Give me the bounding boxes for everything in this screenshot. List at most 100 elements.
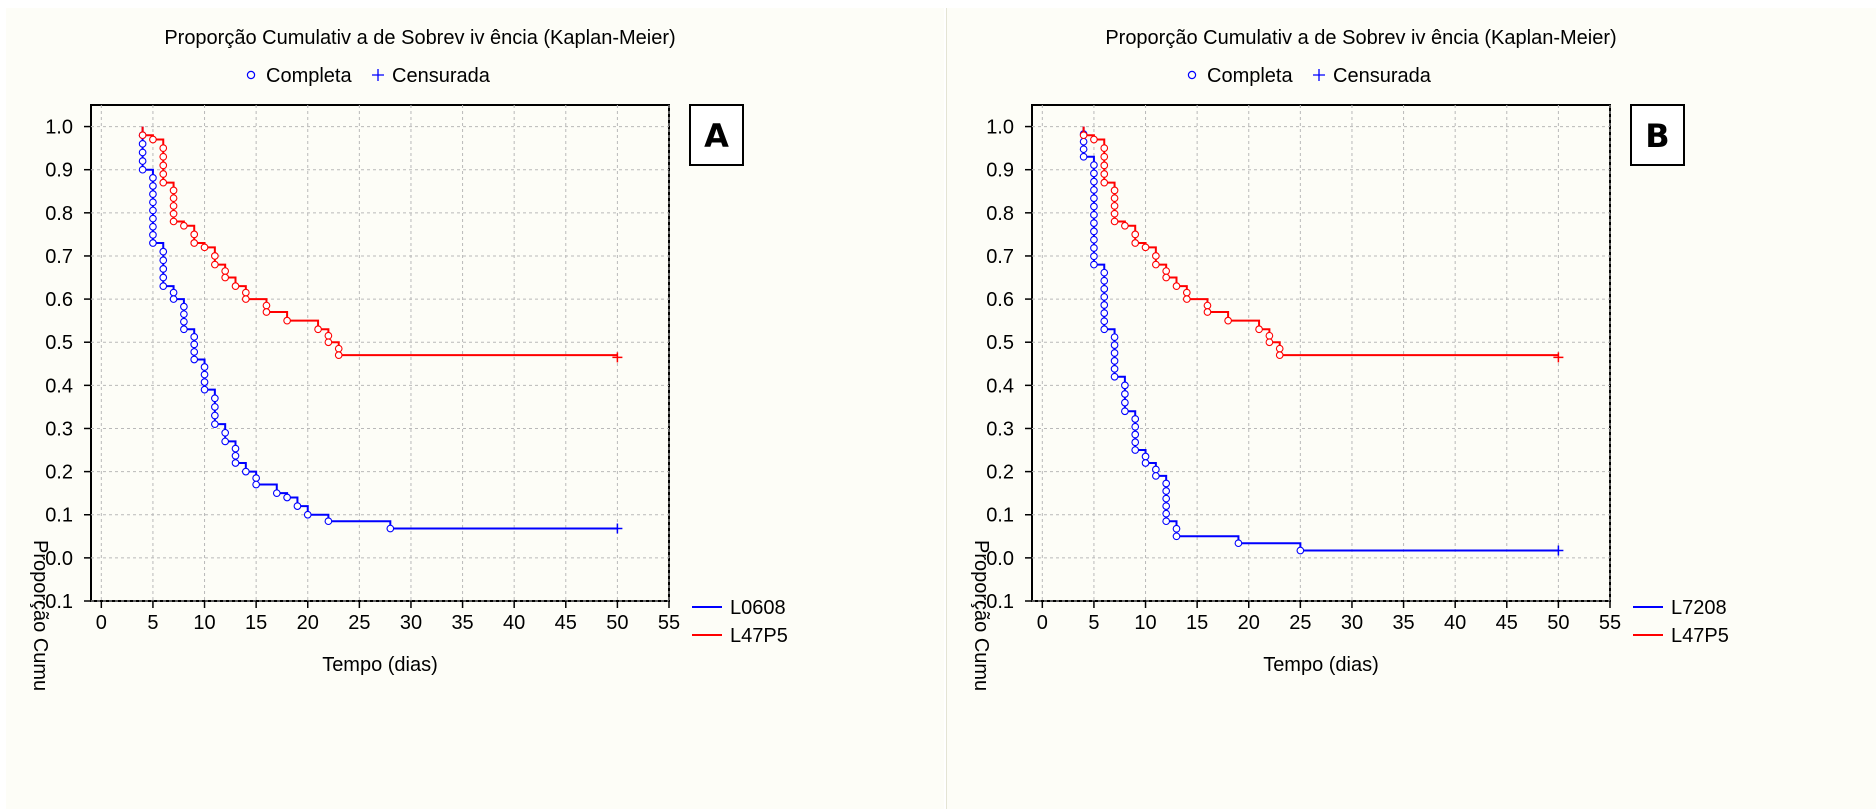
event-marker bbox=[1090, 235, 1098, 244]
event-marker bbox=[1121, 407, 1129, 416]
event-marker bbox=[1100, 161, 1109, 170]
event-marker bbox=[159, 256, 168, 265]
legend-series-2-label: L47P5 bbox=[730, 625, 788, 647]
event-marker bbox=[149, 173, 157, 182]
event-marker bbox=[1100, 144, 1109, 152]
event-marker bbox=[303, 510, 312, 519]
event-marker bbox=[1131, 438, 1140, 447]
event-marker bbox=[149, 182, 157, 190]
legend-censored-label: Censurada bbox=[392, 65, 491, 87]
event-marker bbox=[211, 252, 219, 260]
y-tick-label: 0.7 bbox=[45, 246, 73, 268]
y-tick-label: 0.0 bbox=[45, 548, 73, 570]
event-marker bbox=[149, 231, 157, 239]
series-legend: L0608 L47P5 bbox=[692, 597, 788, 647]
event-marker bbox=[334, 344, 343, 353]
x-tick-label: 50 bbox=[1547, 612, 1569, 634]
event-marker bbox=[1141, 452, 1150, 461]
event-marker bbox=[241, 467, 250, 476]
grid bbox=[1032, 105, 1611, 602]
x-tick-label: 55 bbox=[1599, 612, 1621, 634]
event-marker bbox=[252, 480, 260, 489]
event-marker bbox=[180, 221, 188, 230]
event-marker bbox=[252, 474, 260, 482]
event-marker bbox=[190, 230, 199, 239]
event-marker bbox=[386, 524, 395, 533]
event-marker bbox=[159, 282, 168, 290]
event-marker bbox=[1203, 308, 1212, 316]
event-marker bbox=[200, 370, 209, 379]
plot-frame bbox=[1031, 104, 1611, 602]
event-marker bbox=[1162, 509, 1171, 518]
event-marker bbox=[1110, 186, 1119, 195]
kaplan-meier-chart-a: Proporção Cumulativ a de Sobrev iv ência… bbox=[29, 27, 788, 691]
event-marker bbox=[149, 214, 157, 223]
event-marker bbox=[1152, 260, 1160, 269]
event-marker bbox=[1121, 381, 1129, 390]
event-marker bbox=[283, 316, 291, 325]
x-tick-label: 25 bbox=[348, 612, 370, 634]
event-marker bbox=[1100, 325, 1109, 334]
censored-marker bbox=[612, 523, 623, 534]
panel-label: B bbox=[1645, 117, 1669, 155]
event-marker bbox=[283, 493, 291, 502]
event-marker bbox=[1182, 295, 1191, 303]
y-axis-title: Proporção Cumu bbox=[29, 540, 51, 691]
event-marker bbox=[1162, 487, 1171, 495]
series-legend: L7208 L47P5 bbox=[1633, 597, 1729, 647]
event-marker bbox=[159, 161, 168, 170]
event-marker bbox=[231, 444, 240, 453]
event-marker bbox=[324, 331, 333, 340]
event-marker bbox=[149, 135, 157, 144]
x-tick-label: 35 bbox=[451, 612, 473, 634]
event-marker bbox=[1131, 446, 1140, 454]
event-marker bbox=[200, 243, 209, 252]
event-marker bbox=[169, 209, 178, 218]
event-marker bbox=[211, 394, 219, 403]
x-tick-label: 55 bbox=[658, 612, 680, 634]
event-marker bbox=[1090, 210, 1098, 219]
event-marker bbox=[211, 411, 219, 420]
event-marker bbox=[159, 265, 168, 273]
x-tick-label: 50 bbox=[606, 612, 628, 634]
event-marker bbox=[1234, 539, 1243, 548]
event-marker bbox=[1296, 546, 1305, 555]
event-marker bbox=[1100, 284, 1109, 293]
event-marker bbox=[231, 282, 240, 290]
event-marker bbox=[1090, 177, 1098, 186]
event-marker bbox=[334, 351, 343, 360]
x-tick-label: 25 bbox=[1289, 612, 1311, 634]
x-tick-label: 0 bbox=[1037, 612, 1048, 634]
event-marker bbox=[1172, 524, 1181, 533]
y-tick-label: 0.6 bbox=[45, 289, 73, 311]
event-marker bbox=[1090, 260, 1098, 269]
event-marker bbox=[169, 202, 178, 210]
event-marker bbox=[221, 273, 230, 282]
event-marker bbox=[293, 502, 302, 510]
event-marker bbox=[211, 260, 219, 269]
x-tick-label: 10 bbox=[1134, 612, 1156, 634]
event-marker bbox=[190, 355, 199, 364]
panel-label-box bbox=[1630, 104, 1685, 166]
y-tick-label: 0.9 bbox=[986, 160, 1014, 182]
event-marker bbox=[221, 428, 230, 437]
event-marker bbox=[1203, 301, 1212, 310]
panel-label: A bbox=[704, 117, 729, 155]
event-marker bbox=[1090, 186, 1098, 194]
panel-label-box bbox=[689, 104, 744, 166]
event-marker bbox=[1172, 282, 1181, 290]
event-marker bbox=[1121, 390, 1129, 398]
x-tick-label: 5 bbox=[147, 612, 158, 634]
event-marker bbox=[221, 437, 230, 446]
event-marker bbox=[1141, 243, 1150, 252]
event-marker bbox=[1131, 415, 1140, 423]
event-marker bbox=[241, 288, 250, 297]
x-tick-label: 5 bbox=[1088, 612, 1099, 634]
event-marker bbox=[169, 295, 178, 303]
event-marker bbox=[1079, 145, 1088, 154]
x-tick-label: 0 bbox=[96, 612, 107, 634]
event-marker bbox=[1265, 338, 1274, 347]
x-axis-ticks: 0 5 10 15 20 25 30 35 40 45 50 55 bbox=[1037, 601, 1621, 634]
x-tick-label: 30 bbox=[1341, 612, 1363, 634]
event-marker bbox=[159, 247, 168, 256]
